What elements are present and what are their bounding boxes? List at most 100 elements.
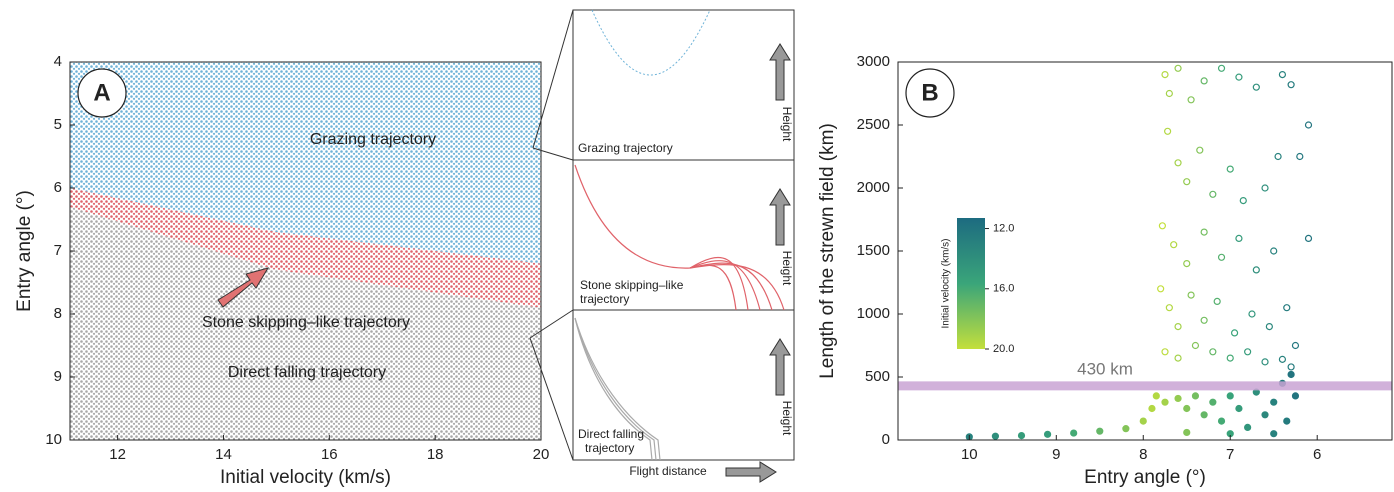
point [1287,363,1295,371]
y-axis-label: Length of the strewn field (km) [817,123,838,379]
point [1296,152,1304,161]
skipping-curves [574,164,785,311]
inset-axis-label: Height [780,401,794,436]
point [1043,430,1052,438]
x-axis-label: Entry angle (°) [1084,467,1206,488]
point [1165,304,1173,312]
point [1217,253,1226,261]
point [1261,411,1269,419]
point [1122,425,1130,433]
point [1170,241,1178,249]
point [1252,266,1260,274]
insets: Grazing trajectory Stone skipping–like t… [572,9,795,483]
point [1265,323,1273,331]
inset-axis-label: Height [780,251,794,286]
y-axis-label: Entry angle (°) [14,190,35,312]
region [70,206,541,440]
reference-label: 430 km [1077,359,1133,378]
point [1304,121,1313,129]
point [1217,417,1226,425]
point [1283,417,1291,425]
point [1187,96,1195,104]
panel-label-circle [905,68,955,118]
point [1287,81,1295,89]
connectors [529,9,574,461]
height-arrows [725,43,791,483]
point [1261,184,1269,192]
point [1209,348,1217,356]
inset-x-label: Flight distance [629,464,707,478]
colorbar-label: Initial velocity (km/s) [941,238,952,328]
falling-curves [574,317,661,461]
point [1209,190,1217,198]
y-tick-label: 10 [45,431,62,448]
point [1304,234,1313,242]
point [1196,146,1204,154]
point [1226,354,1234,362]
point [1248,310,1256,318]
point [1200,411,1208,419]
point [1252,83,1260,91]
inset-label: trajectory [580,292,629,306]
point [1157,285,1165,293]
point [1148,404,1156,413]
point [1270,430,1278,438]
point [1152,392,1160,400]
connector [529,309,574,339]
point [1217,64,1226,72]
point [1165,89,1173,98]
point [1174,354,1182,362]
x-tick-label: 12 [109,446,126,463]
x-tick-label: 16 [321,446,338,463]
point [1274,152,1282,161]
point [1161,398,1169,406]
region-label: Grazing trajectory [310,131,436,148]
panel-b: 430 km 12.0 16.0 20.0 Initial velocity (km/s… [817,53,1393,488]
y-tick-label: 500 [865,368,890,385]
annotation-arrow [217,267,270,308]
point [1200,316,1208,324]
point [1164,127,1172,135]
point [1191,341,1200,350]
point [1174,159,1182,167]
colorbar-tick-label: 12.0 [993,222,1014,234]
point [1244,423,1252,431]
point [1200,77,1208,85]
region [70,188,541,308]
grazing-curve [591,9,711,76]
point [1226,165,1234,173]
y-tick-label: 3000 [857,53,890,70]
point [1161,348,1169,356]
point [1200,228,1208,236]
point [1235,234,1243,242]
connector [529,337,574,461]
panel-label: B [921,79,938,106]
point [1287,370,1295,379]
x-tick-label: 8 [1139,446,1147,463]
x-tick-label: 7 [1226,446,1234,463]
inset-label: Stone skipping–like [580,278,684,292]
point [1226,392,1234,400]
panel-a: Grazing trajectory Stone skipping–like tr… [14,53,549,488]
point [1230,329,1239,337]
x-tick-label: 20 [533,446,550,463]
y-tick-label: 9 [54,368,62,385]
point [1209,398,1217,406]
panel-label: A [93,79,110,106]
point [1278,355,1287,363]
point [1161,70,1169,79]
panel-label-circle [77,68,127,118]
y-tick-label: 0 [882,431,890,448]
point [1235,73,1243,81]
x-tick-label: 14 [215,446,232,463]
region [70,62,541,264]
point [1283,304,1291,312]
point [1261,358,1269,366]
y-tick-label: 2000 [857,179,890,196]
point [1278,70,1287,79]
point [991,432,1000,440]
point [1183,260,1191,268]
inset-label: Grazing trajectory [578,141,673,155]
point [1244,348,1252,356]
